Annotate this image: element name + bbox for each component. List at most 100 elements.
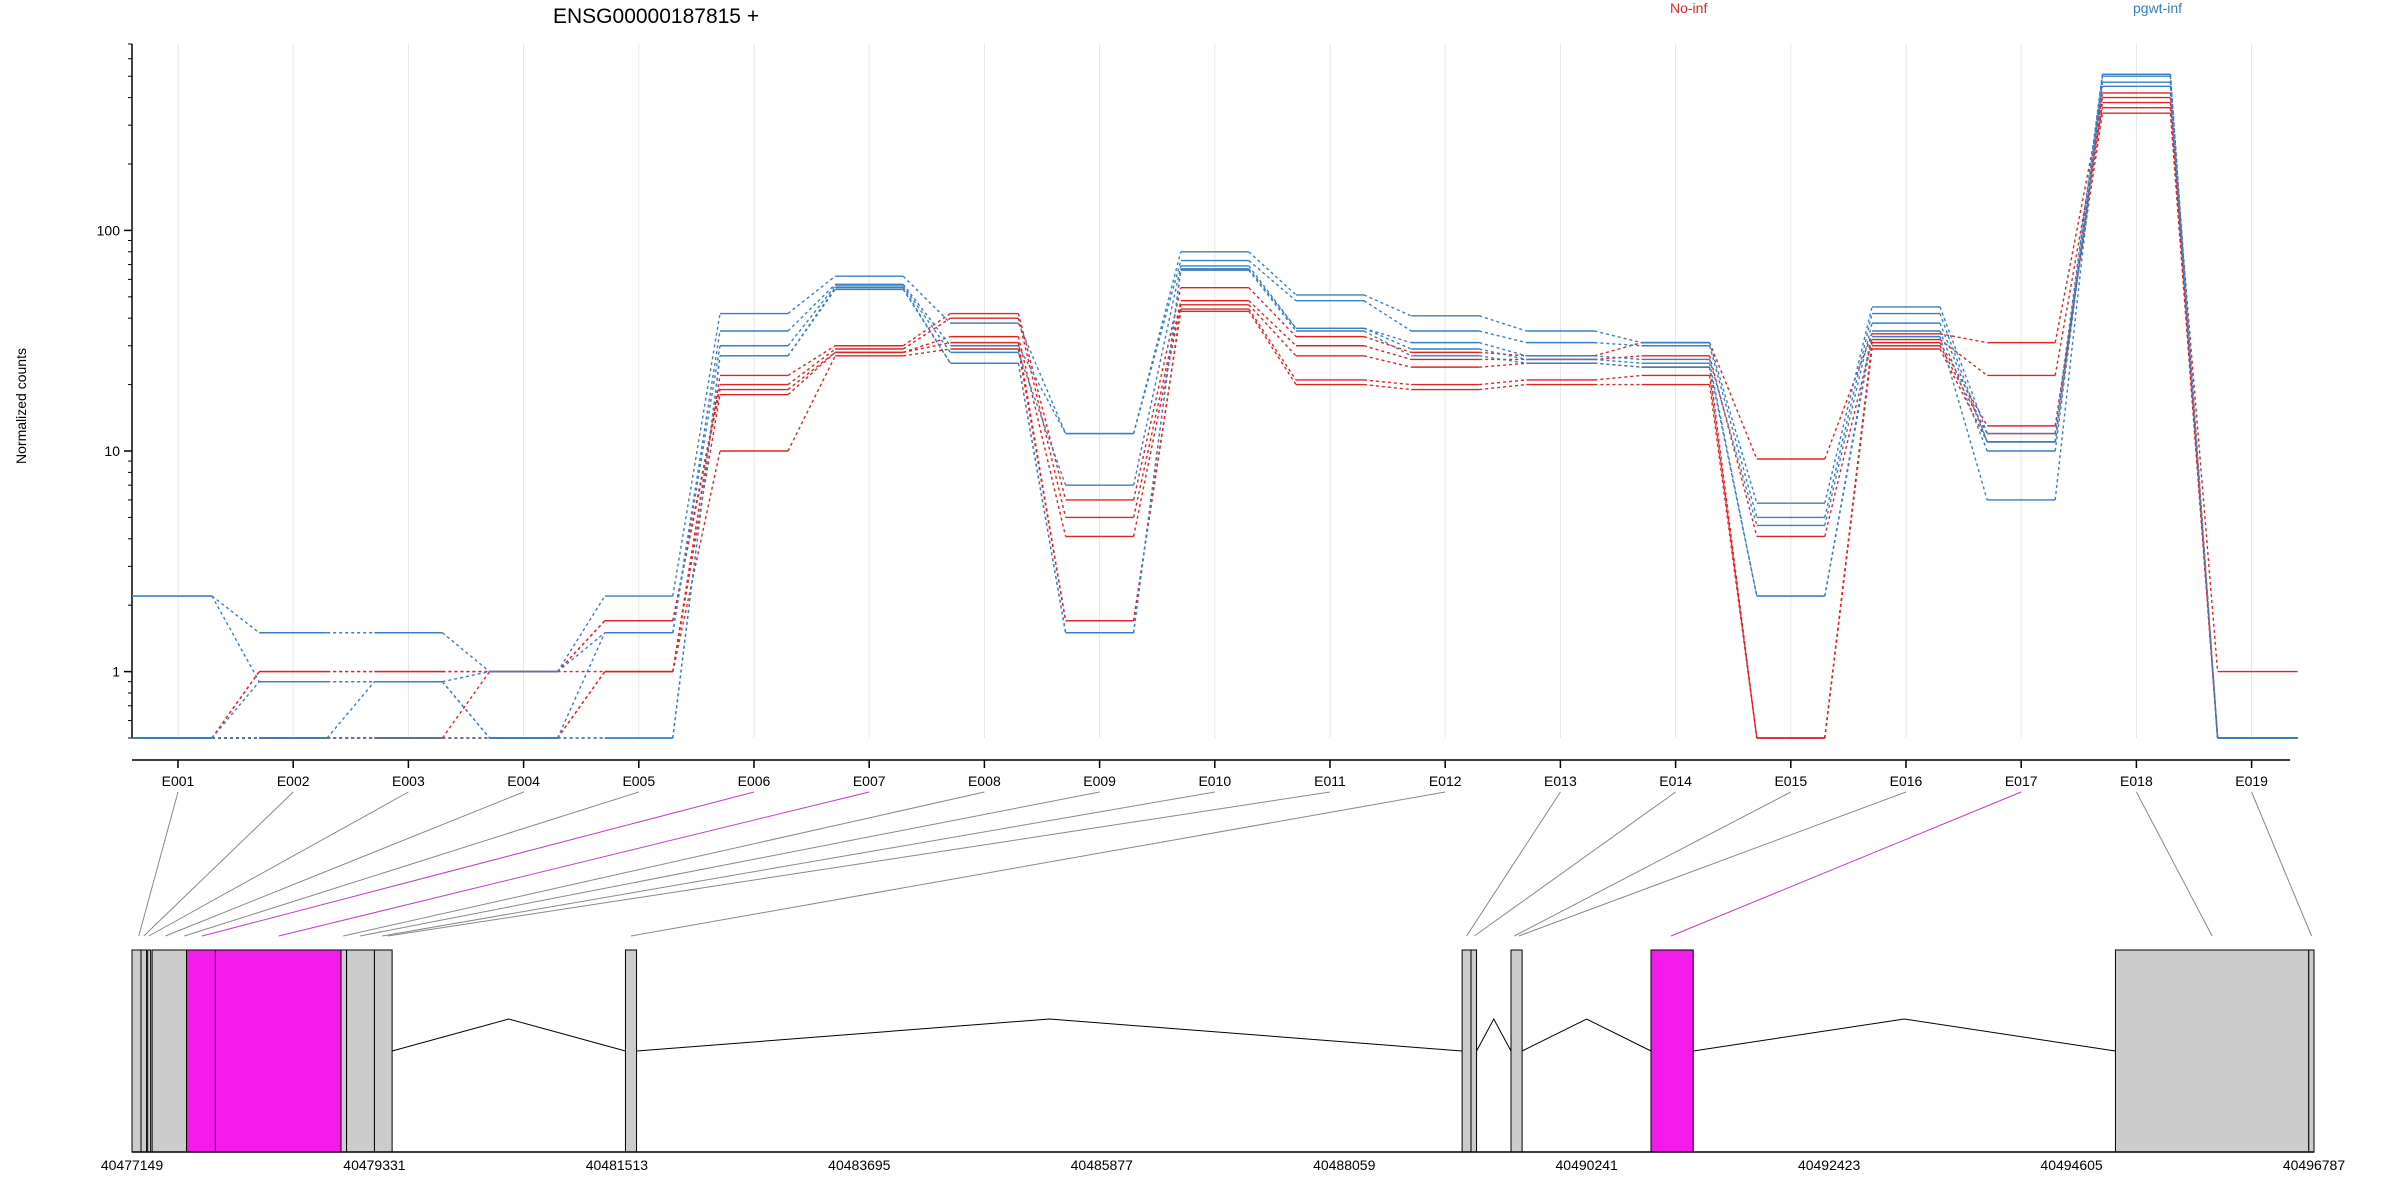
series-connector — [787, 275, 836, 315]
series-connector — [787, 283, 836, 332]
series-connector — [557, 620, 606, 673]
series-connector — [1248, 300, 1297, 347]
genome-coordinate-ticks: 40477149 40479331 40481513 40483695 40485877… — [101, 1151, 2346, 1173]
series-line-10 — [132, 73, 2298, 739]
series-connector — [1594, 341, 1642, 347]
series-connector — [1479, 341, 1527, 357]
genome-tick-label: 40481513 — [586, 1157, 649, 1173]
series-connector — [1363, 327, 1412, 344]
exon-block — [1461, 949, 1472, 1153]
exon-block-highlight — [214, 949, 342, 1153]
exon-link-e017 — [1670, 791, 2022, 937]
series-connector — [1594, 374, 1642, 381]
series-connector — [787, 351, 836, 391]
series-connector — [557, 595, 606, 672]
series-connector — [902, 312, 951, 347]
series-connector — [1594, 358, 1642, 364]
genome-tick-label: 40479331 — [343, 1157, 406, 1173]
series-connector — [1939, 339, 1988, 377]
exon-block — [624, 949, 638, 1153]
x-tick-label-e013: E013 — [1544, 773, 1577, 789]
exon-link-e013 — [1466, 791, 1561, 937]
series-connector — [1017, 348, 1067, 621]
y-tick-label: 10 — [104, 443, 120, 459]
x-tick-label-e008: E008 — [968, 773, 1001, 789]
exon-link-e018 — [2135, 791, 2213, 937]
series-connector — [787, 345, 836, 377]
series-connector — [1824, 333, 1873, 460]
chart-title: ENSG00000187815 + — [553, 5, 759, 28]
series-connector — [1248, 308, 1297, 381]
exon-block — [147, 949, 152, 1153]
exon-link-e001 — [138, 791, 179, 937]
series-connector — [1479, 348, 1527, 361]
series-connector — [902, 283, 951, 347]
x-tick-label-e011: E011 — [1314, 773, 1346, 789]
series-connector — [672, 313, 721, 597]
exon-block — [151, 949, 188, 1153]
series-connector — [441, 671, 491, 739]
x-tick-label-e006: E006 — [738, 773, 771, 789]
series-connector — [1132, 287, 1182, 501]
series-connector — [1939, 348, 1988, 443]
series-connector — [2054, 82, 2104, 442]
series-connector — [442, 670, 490, 683]
series-connector — [1479, 330, 1527, 344]
series-connector — [902, 335, 951, 354]
exon-link-e005 — [184, 791, 639, 937]
genome-tick-label: 40477149 — [101, 1157, 164, 1173]
genome-tick-label: 40496787 — [2283, 1157, 2346, 1173]
genome-tick-label: 40494605 — [2040, 1157, 2103, 1173]
series-connector — [1479, 362, 1527, 368]
series-connector — [1017, 363, 1067, 633]
series-connector — [1132, 260, 1182, 434]
gene-model — [131, 949, 2315, 1153]
series-connector — [787, 351, 836, 396]
series-connector — [1824, 348, 1873, 739]
series-connector — [787, 348, 836, 386]
series-connector — [557, 671, 606, 739]
exon-link-e010 — [382, 791, 1215, 937]
exon-block — [346, 949, 375, 1153]
x-tick-label-e017: E017 — [2005, 773, 2038, 789]
series-connector — [1132, 265, 1182, 486]
exon-block — [1470, 949, 1478, 1153]
series-connector — [1594, 341, 1642, 357]
series-connector — [1363, 355, 1412, 368]
series-connector — [556, 632, 606, 739]
x-tick-label-e016: E016 — [1890, 773, 1923, 789]
series-connector — [1017, 345, 1067, 434]
exon-block-highlight — [186, 949, 216, 1153]
legend-label-pgwt-inf: pgwt-inf — [2133, 0, 2182, 16]
series-connector — [1363, 345, 1412, 361]
series-connector — [1363, 379, 1412, 386]
series-connector — [557, 620, 606, 673]
x-tick-label-e018: E018 — [2120, 773, 2153, 789]
series-connector — [1824, 322, 1873, 526]
series-connector — [211, 595, 260, 683]
series-connector — [1132, 270, 1182, 633]
series-connector — [1248, 310, 1297, 385]
series-connector — [1478, 315, 1527, 332]
exon-link-e003 — [148, 791, 409, 937]
exon-link-e004 — [165, 791, 524, 937]
exon-block — [340, 949, 348, 1153]
series-connector — [672, 345, 721, 633]
series-connector — [903, 341, 951, 354]
series-connector — [1824, 313, 1873, 518]
series-connector — [2169, 102, 2219, 739]
exon-link-e016 — [1518, 791, 1907, 937]
exon-link-e012 — [630, 791, 1446, 937]
series-connector — [1708, 342, 1758, 504]
x-tick-label-e007: E007 — [853, 773, 886, 789]
series-connector — [1479, 379, 1527, 386]
series-connector — [211, 681, 260, 739]
series-connector — [1939, 313, 1988, 443]
series-connector — [1824, 336, 1873, 597]
x-tick-label-e014: E014 — [1659, 773, 1692, 789]
intron-line — [391, 1018, 626, 1052]
genome-tick-label: 40483695 — [828, 1157, 891, 1173]
axes: 1 10 100 — [97, 43, 2290, 761]
series-connector — [1939, 330, 1988, 452]
series-connector — [326, 681, 375, 739]
